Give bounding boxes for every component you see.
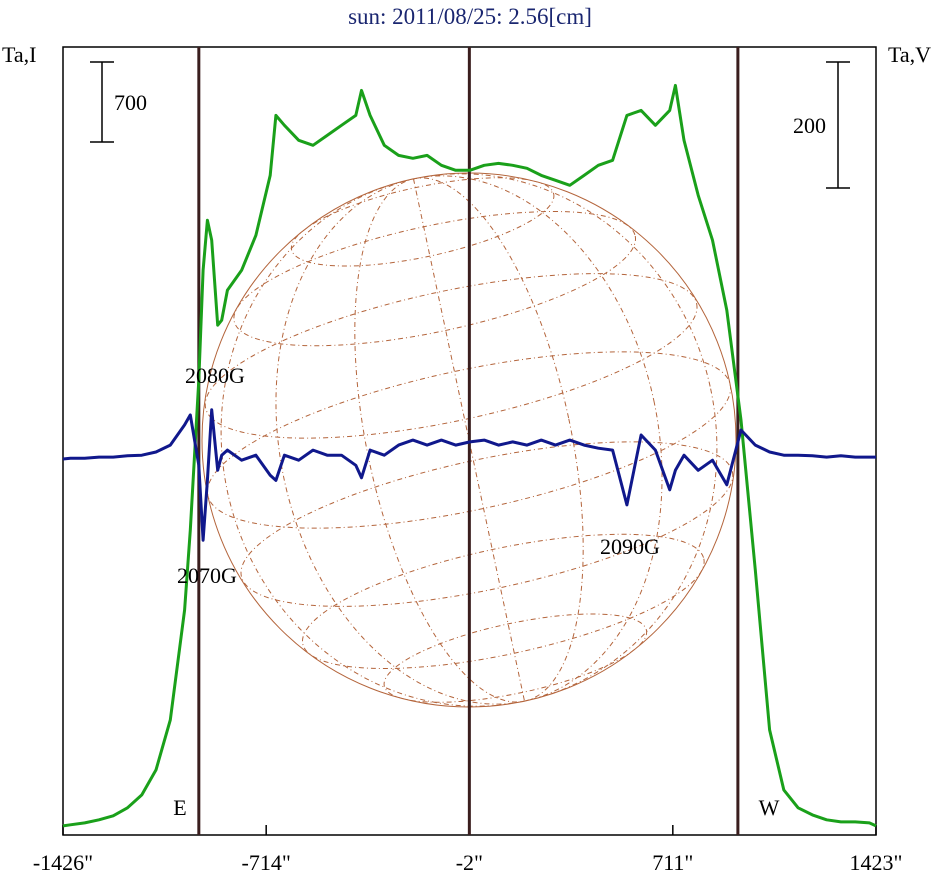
annotation: 2090G	[600, 534, 660, 559]
chart-title: sun: 2011/08/25: 2.56[cm]	[348, 4, 592, 29]
y2-axis-label: Ta,V	[888, 42, 931, 67]
y-axis-label: Ta,I	[2, 42, 37, 67]
annotation: 2080G	[185, 363, 245, 388]
scale-bar-label: 200	[793, 113, 826, 138]
x-tick-label: -714"	[242, 850, 291, 875]
annotation: W	[759, 795, 780, 820]
x-tick-label: -1426"	[33, 850, 93, 875]
scale-bar-label: 700	[114, 90, 147, 115]
x-tick-label: -2"	[456, 850, 483, 875]
annotation: E	[173, 795, 186, 820]
series-line	[62, 83, 877, 828]
x-tick-label: 711"	[652, 850, 693, 875]
annotation: 2070G	[177, 563, 237, 588]
series-line	[62, 408, 876, 542]
x-tick-label: 1423"	[850, 850, 903, 875]
